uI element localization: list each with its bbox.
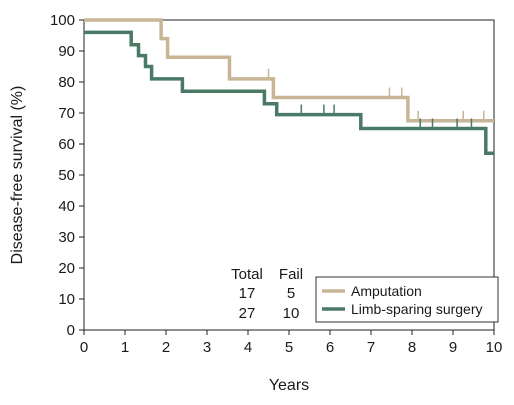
- y-tick-label: 50: [58, 167, 75, 184]
- y-tick-label: 0: [67, 322, 75, 339]
- y-tick-label: 90: [58, 43, 75, 60]
- table-cell-fail-amputation: 5: [287, 285, 295, 302]
- y-tick-label: 30: [58, 229, 75, 246]
- x-tick-label: 3: [203, 339, 211, 356]
- x-axis-ticks: 0 1 2 3 4 5 6 7 8 9 10: [80, 330, 503, 356]
- y-tick-label: 80: [58, 74, 75, 91]
- table-cell-fail-limb-sparing: 10: [283, 305, 300, 322]
- x-tick-label: 6: [326, 339, 334, 356]
- y-tick-label: 100: [50, 12, 75, 29]
- survival-curve-amputation: [84, 18, 494, 123]
- legend-label-amputation: Amputation: [351, 283, 422, 299]
- x-tick-label: 7: [367, 339, 375, 356]
- x-tick-label: 1: [121, 339, 129, 356]
- risk-table: Total Fail 17 5 27 10: [231, 266, 303, 322]
- x-tick-label: 5: [285, 339, 293, 356]
- legend: Amputation Limb-sparing surgery: [315, 276, 499, 323]
- x-tick-label: 2: [162, 339, 170, 356]
- legend-label-limb-sparing: Limb-sparing surgery: [351, 301, 483, 317]
- series-amputation: [84, 18, 494, 123]
- y-tick-label: 20: [58, 260, 75, 277]
- table-header-fail: Fail: [279, 266, 303, 283]
- series-limb-sparing: [84, 30, 494, 156]
- series-layer: [84, 18, 494, 156]
- table-header-total: Total: [231, 266, 263, 283]
- y-axis-title: Disease-free survival (%): [9, 86, 26, 265]
- x-tick-label: 0: [80, 339, 88, 356]
- y-axis-ticks: 0 10 20 30 40 50 60 70 80 90 100: [50, 12, 84, 339]
- table-cell-total-limb-sparing: 27: [239, 305, 256, 322]
- x-tick-label: 8: [408, 339, 416, 356]
- y-tick-label: 40: [58, 198, 75, 215]
- x-tick-label: 4: [244, 339, 252, 356]
- survival-curve-limb-sparing: [84, 30, 494, 156]
- y-tick-label: 70: [58, 105, 75, 122]
- y-tick-label: 60: [58, 136, 75, 153]
- x-tick-label: 10: [486, 339, 503, 356]
- y-tick-label: 10: [58, 291, 75, 308]
- x-axis-title: Years: [269, 377, 309, 394]
- x-tick-label: 9: [449, 339, 457, 356]
- table-cell-total-amputation: 17: [239, 285, 256, 302]
- legend-box: [315, 276, 499, 323]
